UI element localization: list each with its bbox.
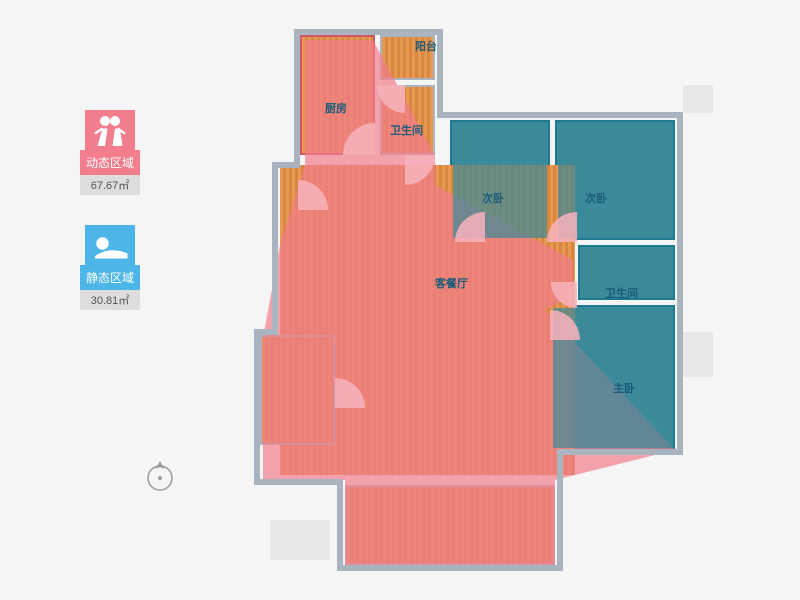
- floorplan-canvas: 厨房阳台卫生间次卧次卧卫生间主卧客餐厅: [245, 20, 715, 575]
- legend-dynamic: 动态区域 67.67㎡: [80, 110, 140, 195]
- room-label-bed2a: 次卧: [482, 190, 504, 206]
- room-label-balcony1: 阳台: [415, 38, 437, 54]
- legend-static: 静态区域 30.81㎡: [80, 225, 140, 310]
- legend-static-value: 30.81㎡: [80, 290, 140, 310]
- room-label-living: 客餐厅: [435, 275, 468, 291]
- room-label-bed2b: 次卧: [585, 190, 607, 206]
- compass-icon: [140, 455, 180, 495]
- room-label-kitchen: 厨房: [325, 100, 347, 116]
- dynamic-zone-overlay: [263, 40, 675, 565]
- room-label-bath2: 卫生间: [605, 285, 638, 301]
- floorplan-svg: [245, 20, 715, 575]
- legend-dynamic-label: 动态区域: [80, 150, 140, 175]
- door-arc-5: [547, 212, 577, 242]
- room-label-master: 主卧: [613, 380, 635, 396]
- sleep-icon: [85, 225, 135, 265]
- legend-dynamic-value: 67.67㎡: [80, 175, 140, 195]
- legend-static-label: 静态区域: [80, 265, 140, 290]
- people-icon: [85, 110, 135, 150]
- room-label-bath1: 卫生间: [390, 122, 423, 138]
- legend-panel: 动态区域 67.67㎡ 静态区域 30.81㎡: [80, 110, 140, 340]
